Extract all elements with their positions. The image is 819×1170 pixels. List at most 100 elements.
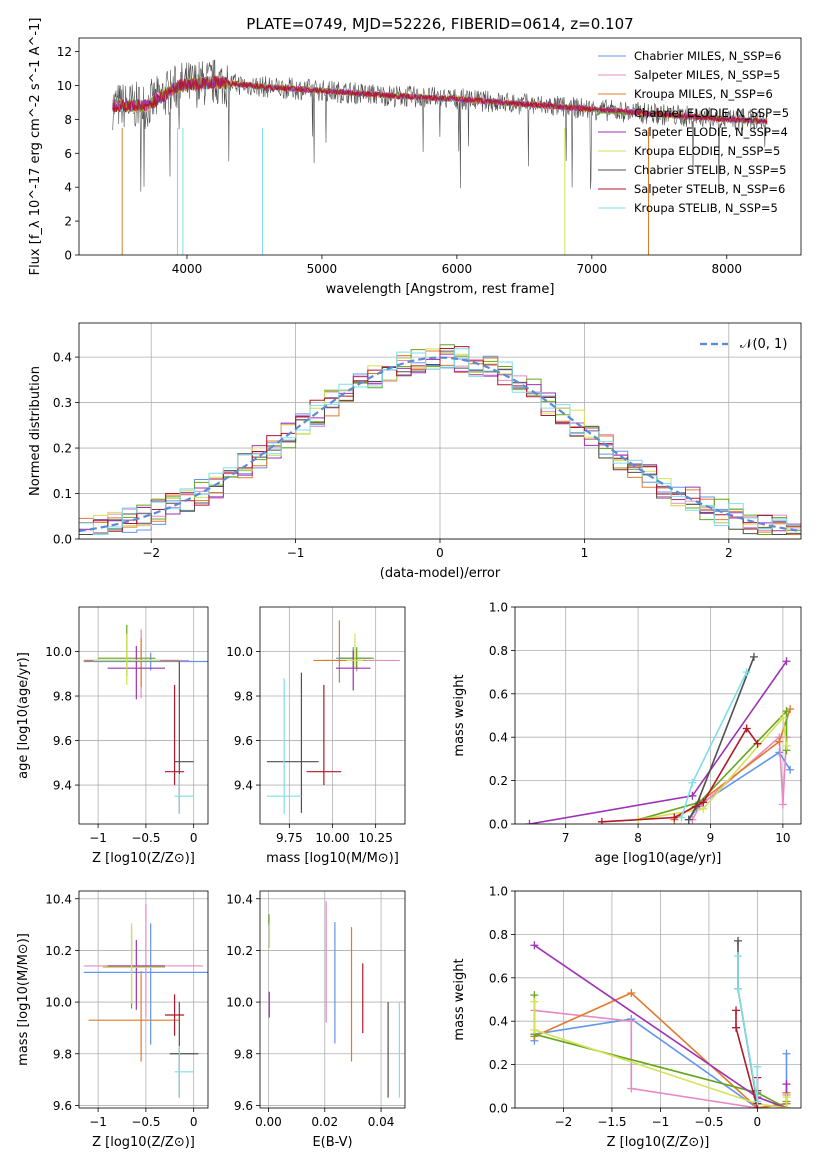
weight-marker <box>733 936 742 945</box>
x-axis-label: (data-model)/error <box>380 566 501 581</box>
y-tick-label: 10.0 <box>226 996 253 1010</box>
weight-marker <box>782 1104 791 1108</box>
weight-marker <box>732 1023 741 1032</box>
x-axis-label: wavelength [Angstrom, rest frame] <box>326 282 555 297</box>
weight-marker <box>688 791 697 800</box>
y-tick-label: 0.2 <box>53 442 72 456</box>
weight-marker <box>684 815 693 824</box>
y-tick-label: 10.2 <box>45 944 72 958</box>
x-tick-label: 0.02 <box>311 1115 338 1129</box>
x-axis-label: E(B-V) <box>312 1135 352 1150</box>
y-tick-label: 0.0 <box>489 1102 508 1116</box>
legend-label: Kroupa MILES, N_SSP=6 <box>634 87 773 101</box>
x-tick-label: 10.00 <box>315 831 349 845</box>
y-tick-label: 0.6 <box>489 971 508 985</box>
y-axis-label: age [log10(age/yr)] <box>16 652 31 779</box>
x-tick-label: −0.5 <box>131 1115 160 1129</box>
axes-border <box>259 606 406 825</box>
axes-border <box>78 606 209 825</box>
axes-frame: 0.00 0.02 0.04 9.6 9.8 10.0 10.2 10.4 E(B-V) <box>226 890 406 1150</box>
weight-marker <box>677 813 686 822</box>
legend-label: Salpeter MILES, N_SSP=5 <box>634 68 780 82</box>
weight-marker <box>778 713 787 722</box>
x-tick-label: 0.00 <box>255 1115 282 1129</box>
weight-marker <box>749 652 758 661</box>
axes-border <box>514 890 802 1109</box>
x-tick-label: −2 <box>142 546 160 560</box>
y-tick-label: 9.6 <box>53 1099 72 1113</box>
x-tick-label: 10.25 <box>358 831 392 845</box>
axes-border <box>259 890 406 1109</box>
x-tick-label: 4000 <box>172 262 203 276</box>
legend-label: 𝒩(0, 1) <box>740 337 787 352</box>
axes-frame: −1 −0.5 0 9.6 9.8 10.0 10.2 10.4 Z [log10(Z/Z⊙)]… <box>16 890 209 1150</box>
weight-marker <box>530 1025 539 1034</box>
legend-label: Kroupa ELODIE, N_SSP=5 <box>634 144 780 158</box>
y-tick-label: 12 <box>57 45 72 59</box>
x-tick-label: 7 <box>562 831 570 845</box>
figure-title: PLATE=0749, MJD=52226, FIBERID=0614, z=0… <box>246 15 633 33</box>
x-tick-label: −1.5 <box>597 1115 626 1129</box>
weight-marker <box>782 707 791 716</box>
y-tick-label: 10.4 <box>45 892 72 906</box>
axes-border <box>78 890 209 1109</box>
y-tick-label: 9.4 <box>53 779 72 793</box>
y-tick-label: 0.2 <box>489 774 508 788</box>
grid <box>260 891 405 1108</box>
weight-marker <box>732 1006 741 1015</box>
weight-marker <box>688 778 697 787</box>
axes-frame: 9.75 10.00 10.25 9.4 9.6 9.8 10.0 mass [log10(M… <box>226 606 406 866</box>
grid <box>79 607 208 824</box>
x-tick-label: 6000 <box>442 262 473 276</box>
x-tick-label: −2 <box>555 1115 573 1129</box>
x-axis-label: mass [log10(M/M⊙)] <box>266 851 399 866</box>
spectrum-line <box>112 75 768 125</box>
plot-area <box>266 620 400 814</box>
x-tick-label: −1 <box>89 831 107 845</box>
y-tick-label: 0.4 <box>489 1015 508 1029</box>
y-axis-label: Normed distribution <box>28 366 43 496</box>
y-tick-label: 2 <box>64 215 72 229</box>
y-tick-label: 0 <box>64 249 72 263</box>
axes-frame: −2 −1.5 −1 −0.5 0 0.0 0.2 0.4 0.6 0.8 1.0 Z [log10(… <box>452 885 802 1150</box>
x-tick-label: −1 <box>89 1115 107 1129</box>
x-tick-label: 0.04 <box>368 1115 395 1129</box>
y-tick-label: 6 <box>64 147 72 161</box>
weight-marker <box>753 1062 762 1071</box>
axes-border <box>78 37 802 256</box>
x-tick-label: 2 <box>725 546 733 560</box>
y-axis-label: mass weight <box>452 958 467 1040</box>
legend-label: Chabrier MILES, N_SSP=6 <box>634 49 781 63</box>
x-axis-label: Z [log10(Z/Z⊙)] <box>92 1135 195 1150</box>
y-tick-label: 0.2 <box>489 1058 508 1072</box>
axes-frame: −2 −1 0 1 2 0.0 0.1 0.2 0.3 0.4 (data-model)/error… <box>28 322 802 581</box>
weight-marker <box>742 724 751 733</box>
weight-line <box>637 709 788 821</box>
weight-line <box>637 715 788 821</box>
histogram-step <box>79 348 801 535</box>
y-tick-label: 1.0 <box>489 601 508 615</box>
y-tick-label: 9.8 <box>53 690 72 704</box>
x-tick-label: 0 <box>436 546 444 560</box>
weight-marker <box>627 1017 636 1026</box>
panel-residuals: −2 −1 0 1 2 0.0 0.1 0.2 0.3 0.4 (data-model)/error… <box>28 322 802 581</box>
y-tick-label: 0.8 <box>489 928 508 942</box>
x-tick-label: 8000 <box>712 262 743 276</box>
panel-weight_vs_Z: −2 −1.5 −1 −0.5 0 0.0 0.2 0.4 0.6 0.8 1.0 Z [log10(… <box>452 885 802 1150</box>
weight-line <box>737 956 759 1102</box>
x-tick-label: 7000 <box>577 262 608 276</box>
plot-area <box>79 344 801 535</box>
legend-label: Salpeter ELODIE, N_SSP=4 <box>634 125 788 139</box>
weight-marker <box>733 952 742 961</box>
weight-marker <box>782 1049 791 1058</box>
y-tick-label: 0.0 <box>53 533 72 547</box>
spectrum-line <box>112 59 768 193</box>
y-tick-label: 9.6 <box>53 734 72 748</box>
y-tick-label: 8 <box>64 113 72 127</box>
x-tick-label: 1 <box>581 546 589 560</box>
y-tick-label: 10.2 <box>226 944 253 958</box>
x-tick-label: 8 <box>634 831 642 845</box>
axes-frame: 4000 5000 6000 7000 8000 0 2 4 6 8 10 12 wavelength … <box>28 18 802 297</box>
panel-weight_vs_age: 7 8 9 10 0.0 0.2 0.4 0.6 0.8 1.0 age [log10(age/yr… <box>452 601 802 866</box>
